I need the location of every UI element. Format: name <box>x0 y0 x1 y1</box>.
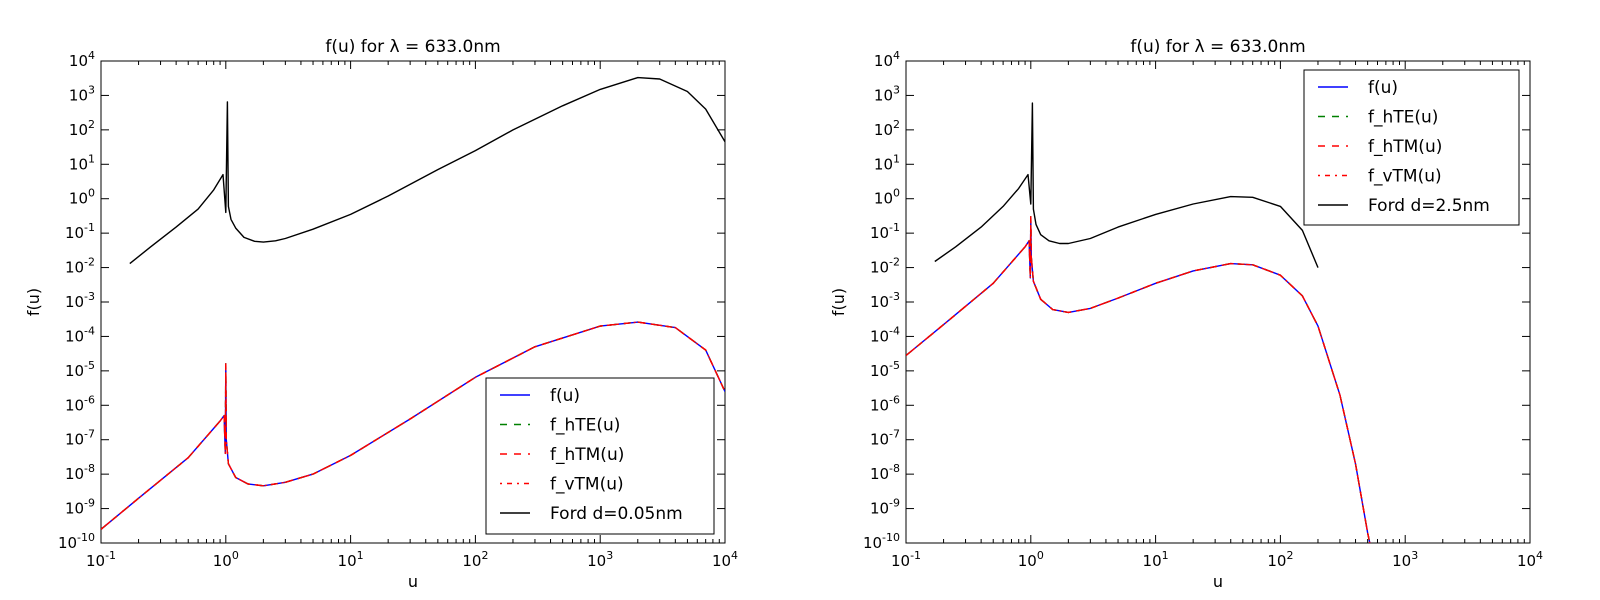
y-tick-label: 10-7 <box>65 428 95 449</box>
series-line-0 <box>906 215 1371 543</box>
legend-label-1: f_hTE(u) <box>1368 108 1438 128</box>
series-line-4 <box>934 102 1319 268</box>
y-axis-label: f(u) <box>24 288 43 316</box>
series-line-1 <box>906 215 1371 543</box>
series-line-2 <box>906 215 1371 543</box>
y-tick-label: 104 <box>69 49 95 70</box>
y-tick-label: 10-2 <box>870 256 900 277</box>
y-tick-label: 10-9 <box>65 497 95 518</box>
x-axis-label: u <box>408 572 418 591</box>
x-tick-label: 102 <box>462 549 488 570</box>
x-tick-label: 104 <box>1517 549 1543 570</box>
x-tick-label: 104 <box>712 549 738 570</box>
legend-label-1: f_hTE(u) <box>550 416 620 436</box>
y-tick-label: 10-1 <box>65 221 95 242</box>
y-tick-label: 10-8 <box>870 462 900 483</box>
x-tick-label: 100 <box>1018 549 1044 570</box>
series-group <box>101 76 725 530</box>
y-tick-label: 10-8 <box>65 462 95 483</box>
y-tick-label: 10-3 <box>870 290 900 311</box>
y-tick-label: 10-6 <box>65 393 95 414</box>
legend-label-2: f_hTM(u) <box>1368 137 1442 157</box>
legend-box <box>485 377 715 535</box>
legend-label-4: Ford d=0.05nm <box>550 504 683 524</box>
y-tick-label: 10-2 <box>65 256 95 277</box>
x-tick-label: 10-1 <box>891 549 921 570</box>
x-tick-label: 103 <box>587 549 613 570</box>
y-tick-label: 102 <box>874 118 900 139</box>
y-tick-label: 10-10 <box>58 531 95 552</box>
series-group <box>906 102 1371 543</box>
y-tick-label: 100 <box>69 187 95 208</box>
y-tick-label: 103 <box>69 83 95 104</box>
series-line-4 <box>129 76 725 265</box>
x-tick-label: 100 <box>213 549 239 570</box>
legend-label-2: f_hTM(u) <box>550 445 624 465</box>
y-tick-label: 10-7 <box>870 428 900 449</box>
y-tick-label: 10-1 <box>870 221 900 242</box>
x-tick-label: 101 <box>1143 549 1169 570</box>
y-tick-label: 101 <box>69 152 95 173</box>
y-tick-label: 103 <box>874 83 900 104</box>
x-tick-label: 10-1 <box>86 549 116 570</box>
y-tick-label: 100 <box>874 187 900 208</box>
legend: f(u) f_hTE(u) f_hTM(u) f_vTM(u) Ford d=2.5nm <box>1303 69 1520 226</box>
legend-label-0: f(u) <box>1368 78 1398 98</box>
x-axis-label: u <box>1213 572 1223 591</box>
legend-box <box>1303 69 1520 226</box>
y-tick-label: 10-6 <box>870 393 900 414</box>
legend-label-0: f(u) <box>550 386 580 406</box>
y-tick-label: 10-9 <box>870 497 900 518</box>
legend: f(u) f_hTE(u) f_hTM(u) f_vTM(u) Ford d=0.05n… <box>485 377 715 535</box>
chart-panel-0: 10-1 100 101 102 103 104 10-10 10-9 10-8 10-7 10-6… <box>24 37 738 591</box>
chart-title: f(u) for λ = 633.0nm <box>1130 37 1305 57</box>
y-tick-label: 104 <box>874 49 900 70</box>
chart-title: f(u) for λ = 633.0nm <box>325 37 500 57</box>
legend-label-3: f_vTM(u) <box>550 475 624 495</box>
y-tick-label: 10-10 <box>863 531 900 552</box>
legend-label-3: f_vTM(u) <box>1368 167 1442 187</box>
x-tick-label: 102 <box>1267 549 1293 570</box>
y-tick-label: 10-5 <box>870 359 900 380</box>
chart-panel-1: 10-1 100 101 102 103 104 10-10 10-9 10-8 10-7 10-6… <box>829 37 1543 591</box>
series-line-2 <box>101 321 725 530</box>
x-tick-label: 103 <box>1392 549 1418 570</box>
y-axis-label: f(u) <box>829 288 848 316</box>
y-tick-label: 10-5 <box>65 359 95 380</box>
y-tick-label: 10-4 <box>65 324 95 345</box>
y-tick-label: 10-4 <box>870 324 900 345</box>
y-tick-label: 101 <box>874 152 900 173</box>
y-tick-label: 102 <box>69 118 95 139</box>
legend-label-4: Ford d=2.5nm <box>1368 196 1490 216</box>
series-line-3 <box>906 215 1371 543</box>
x-tick-label: 101 <box>338 549 364 570</box>
y-tick-label: 10-3 <box>65 290 95 311</box>
